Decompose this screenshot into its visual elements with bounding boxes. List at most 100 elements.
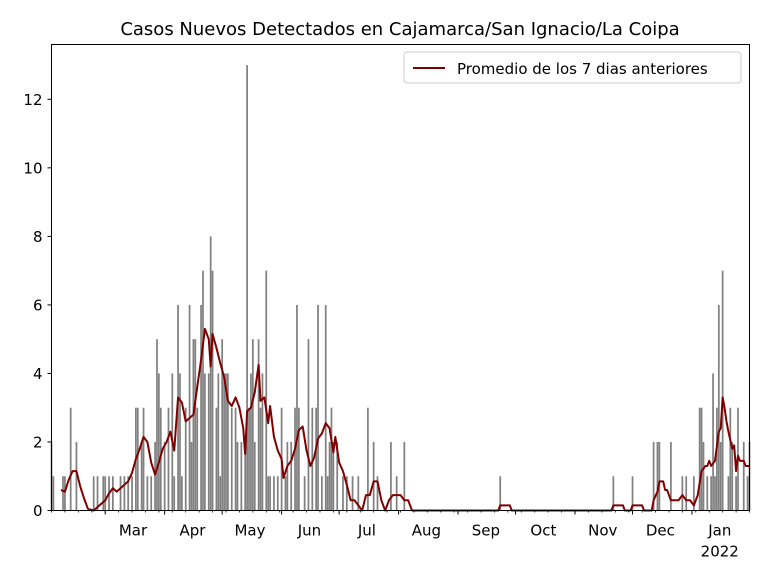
bar-mark <box>342 476 344 511</box>
bar-mark <box>286 441 289 511</box>
bar-mark <box>92 476 95 511</box>
y-tick-label: 2 <box>33 433 43 451</box>
y-tick-label: 10 <box>23 159 42 177</box>
bar-mark <box>367 407 369 511</box>
bar-mark <box>96 476 99 511</box>
bar-mark <box>395 476 398 511</box>
bar-mark <box>631 476 634 511</box>
bar-mark <box>167 407 170 511</box>
bar-mark <box>710 476 713 511</box>
bar-mark <box>702 441 705 511</box>
bar-mark <box>612 476 615 511</box>
bar-mark <box>219 476 222 511</box>
bar-mark <box>303 476 306 511</box>
y-tick-label: 6 <box>33 296 43 314</box>
x-tick-label: Mar <box>119 522 148 540</box>
bar-mark <box>330 407 333 511</box>
bar-mark <box>376 476 379 511</box>
bar-mark <box>307 339 310 511</box>
bar-mark <box>315 407 317 511</box>
bar-mark <box>75 441 78 511</box>
bar-mark <box>119 476 122 511</box>
x-tick-year-label: 2022 <box>701 543 739 561</box>
y-tick-label: 12 <box>23 91 42 109</box>
bar-mark <box>69 407 72 511</box>
bar-mark <box>698 407 701 511</box>
bar-mark <box>62 476 64 511</box>
bar-mark <box>265 270 268 511</box>
x-tick-label: Jul <box>357 522 376 540</box>
x-axis: Mar Apr May Jun Jul Aug Sep Oct Nov Dec Jan 2022 <box>51 510 750 561</box>
bar-mark <box>240 441 243 511</box>
bar-mark <box>311 407 314 511</box>
y-axis: 0 2 4 6 8 10 12 <box>23 91 52 520</box>
bar-mark <box>652 441 655 511</box>
bar-mark <box>250 373 252 511</box>
bar-mark <box>259 407 262 511</box>
x-tick-label: Nov <box>588 522 617 540</box>
bar-mark <box>154 441 156 511</box>
bar-mark <box>227 373 229 511</box>
x-tick-label: Aug <box>412 522 441 540</box>
bar-mark <box>351 476 354 511</box>
bar-mark <box>670 441 672 511</box>
bar-mark <box>190 441 193 511</box>
bar-mark <box>188 304 191 511</box>
chart-title: Casos Nuevos Detectados en Cajamarca/San… <box>120 19 679 40</box>
bar-mark <box>123 476 126 511</box>
bar-mark <box>179 373 181 511</box>
bar-mark <box>127 476 130 511</box>
x-tick-label: Oct <box>530 522 556 540</box>
bar-mark <box>729 407 732 511</box>
bar-mark <box>251 339 254 511</box>
bar-mark <box>273 476 275 511</box>
bar-mark <box>112 476 114 511</box>
bar-mark <box>499 476 502 511</box>
bar-mark <box>223 373 225 511</box>
bar-mark <box>735 476 737 511</box>
bar-mark <box>727 476 730 511</box>
bar-mark <box>150 476 153 511</box>
bar-mark <box>706 476 709 511</box>
bar-mark <box>261 373 264 511</box>
bar-mark <box>217 373 220 511</box>
bar-mark <box>328 441 331 511</box>
line-layer <box>60 327 750 512</box>
bar-mark <box>230 407 233 511</box>
bar-mark <box>236 441 239 511</box>
bar-mark <box>64 476 66 511</box>
x-tick-label: Apr <box>179 522 206 540</box>
bar-mark <box>158 373 160 511</box>
bar-mark <box>714 476 716 511</box>
bar-mark <box>202 270 204 511</box>
bar-mark <box>221 339 224 511</box>
bar-mark <box>131 476 133 511</box>
bar-mark <box>257 339 260 511</box>
bar-mark <box>140 441 143 511</box>
bar-mark <box>200 304 202 511</box>
bar-mark <box>276 476 279 511</box>
y-tick-label: 4 <box>33 365 43 383</box>
legend: Promedio de los 7 dias anteriores <box>403 51 742 84</box>
bar-mark <box>244 441 247 511</box>
bar-mark <box>209 236 212 511</box>
legend-box <box>403 51 742 84</box>
bar-mark <box>136 407 139 511</box>
bar-mark <box>716 407 718 511</box>
bar-mark <box>681 476 684 511</box>
bar-mark <box>207 373 210 511</box>
bar-mark <box>357 476 360 511</box>
bar-mark <box>321 476 323 511</box>
bar-mark <box>284 476 287 511</box>
bar-mark <box>248 407 250 511</box>
bar-mark <box>721 270 724 511</box>
bar-mark <box>372 441 375 511</box>
bar-mark <box>163 441 166 511</box>
bar-mark <box>142 407 145 511</box>
bar-mark <box>298 407 300 511</box>
bar-mark <box>658 441 661 511</box>
bar-mark <box>345 476 348 511</box>
bar-mark <box>211 270 214 511</box>
bar-mark <box>326 476 329 511</box>
bar-mark <box>403 441 406 511</box>
